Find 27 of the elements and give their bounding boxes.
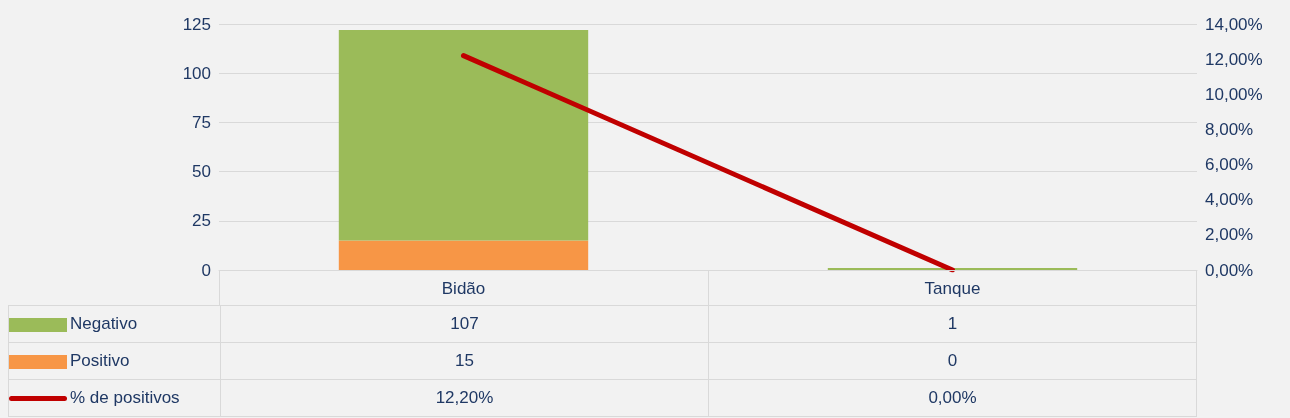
y2-tick-label: 12,00% (1205, 49, 1263, 69)
y-tick-label: 100 (182, 63, 211, 83)
y-tick-label: 125 (182, 14, 211, 34)
x-tick-label: Tanque (924, 279, 981, 298)
y-tick-label: 75 (192, 112, 211, 132)
y2-tick-label: 2,00% (1205, 225, 1254, 245)
y2-tick-label: 8,00% (1205, 119, 1254, 139)
data-label: 1 (708, 305, 1197, 343)
y2-tick-label: 14,00% (1205, 14, 1263, 34)
data-label: 0,00% (708, 379, 1197, 417)
y2-tick-label: 6,00% (1205, 155, 1254, 175)
y2-tick-label: 4,00% (1205, 190, 1254, 210)
y-tick-label: 0 (201, 260, 211, 280)
data-label: 0 (708, 342, 1197, 380)
legend-label: Positivo (8, 342, 221, 380)
legend-label: % de positivos (8, 379, 221, 417)
bar (338, 29, 589, 241)
y2-tick-label: 10,00% (1205, 84, 1263, 104)
x-tick-label: Bidão (441, 279, 486, 298)
data-label: 107 (220, 305, 709, 343)
legend-label: Negativo (8, 305, 221, 343)
y2-tick-label: 0,00% (1205, 260, 1254, 280)
y-tick-label: 50 (192, 162, 211, 182)
bar (338, 240, 589, 270)
data-label: 15 (220, 342, 709, 380)
y-tick-label: 25 (192, 211, 211, 231)
data-label: 12,20% (220, 379, 709, 417)
